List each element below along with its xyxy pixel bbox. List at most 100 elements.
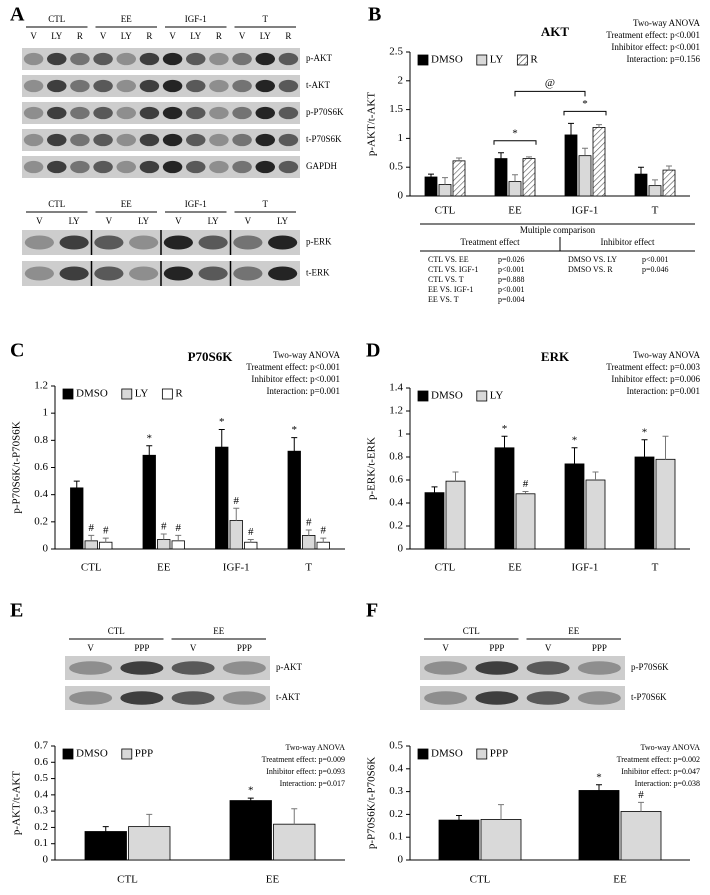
panel-letter: F (366, 600, 378, 622)
x-tick-label: EE (508, 205, 522, 217)
blot-band (163, 235, 193, 250)
y-tick-label: 1 (398, 132, 404, 144)
legend-swatch (417, 748, 429, 760)
significance-marker: * (572, 434, 578, 446)
blot-lane-label: V (239, 31, 246, 41)
panel-letter: C (10, 340, 24, 362)
blot-band (424, 661, 468, 675)
y-tick-label: 0.6 (389, 474, 403, 486)
significance-marker: # (161, 521, 167, 533)
annotation: Treatment effect: p=0.002 (617, 755, 700, 764)
blot-group-label: CTL (48, 14, 65, 24)
x-tick-label: CTL (435, 205, 456, 217)
blot-strip (22, 48, 300, 70)
annotation: Inhibitor effect: p<0.001 (611, 42, 700, 52)
blot-band (129, 266, 159, 281)
blot-lane-label: R (216, 31, 222, 41)
blot-lane-label: R (77, 31, 83, 41)
x-tick-label: IGF-1 (223, 562, 250, 574)
x-tick-label: EE (508, 562, 522, 574)
bar (142, 454, 156, 550)
blot-band (162, 160, 183, 174)
blot-lane-label: PPP (489, 643, 504, 653)
table-cell: p=0.888 (498, 275, 525, 284)
blot-band (116, 52, 136, 66)
blot-band (70, 106, 90, 120)
significance-marker: * (147, 432, 153, 444)
legend-label: DMSO (76, 388, 108, 400)
bar (128, 826, 171, 861)
blot-group-label: T (263, 199, 269, 209)
blot-band (23, 133, 44, 147)
table-cell: DMSO VS. R (568, 265, 613, 274)
bar (438, 184, 452, 197)
error-bar (291, 808, 298, 825)
bar (287, 450, 301, 550)
error-bar (568, 122, 574, 135)
y-tick-label: 0.1 (34, 837, 48, 849)
significance-marker: * (292, 424, 298, 436)
blot-lane-label: V (169, 31, 176, 41)
y-axis-label: p-AKT/t-AKT (11, 771, 23, 835)
bracket-marker: * (512, 127, 518, 139)
blot-lane-label: V (30, 31, 37, 41)
error-bar (592, 471, 599, 480)
y-tick-label: 0.4 (34, 788, 48, 800)
error-bar (498, 804, 504, 820)
error-bar (218, 428, 225, 448)
bar (578, 155, 592, 197)
blot-band (23, 79, 44, 93)
table-cell: EE VS. T (428, 295, 459, 304)
y-tick-label: 1.2 (34, 380, 48, 392)
bar (578, 790, 620, 861)
error-bar (175, 534, 182, 541)
blot-band (209, 52, 229, 66)
significance-marker: * (248, 785, 254, 797)
error-bar (666, 165, 672, 171)
error-bar (146, 813, 153, 827)
error-bar (102, 537, 109, 543)
error-bar (102, 826, 109, 832)
blot-band (139, 160, 160, 174)
blot-lane-label: V (175, 216, 182, 226)
blot-band (278, 52, 299, 66)
blot-band-label: t-AKT (276, 692, 300, 702)
y-tick-label: 0.3 (34, 805, 48, 817)
y-tick-label: 0.8 (34, 434, 48, 446)
legend-swatch (476, 390, 488, 402)
significance-marker: * (502, 423, 508, 435)
blot-band (120, 691, 164, 705)
error-bar (452, 471, 459, 482)
table-cell: CTL VS. EE (428, 255, 469, 264)
blot-band (162, 79, 183, 93)
blot-lane-label: R (285, 31, 291, 41)
blot-strip (420, 686, 625, 710)
y-tick-label: 0.7 (34, 740, 48, 752)
error-bar (522, 491, 529, 494)
blot-band (116, 133, 136, 147)
table-header: Inhibitor effect (600, 237, 655, 247)
blot-lane-label: V (190, 643, 197, 653)
blot-band (232, 133, 252, 147)
bar (585, 479, 606, 550)
blot-band (526, 661, 570, 675)
blot-lane-label: PPP (134, 643, 149, 653)
blot-band (232, 106, 252, 120)
blot-strip (22, 129, 300, 151)
table-cell: EE VS. IGF-1 (428, 285, 473, 294)
blot-band-label: p-AKT (306, 53, 332, 63)
blot-band (93, 79, 113, 93)
significance-marker: # (89, 522, 95, 534)
blot-lane-label: V (245, 216, 252, 226)
bar (215, 446, 229, 550)
annotation: Two-way ANOVA (640, 743, 700, 752)
y-tick-label: 0.4 (34, 488, 48, 500)
x-tick-label: EE (613, 874, 627, 886)
y-axis-label: p-ERK/t-ERK (366, 437, 378, 500)
bar (229, 520, 243, 550)
bar (515, 493, 536, 550)
y-tick-label: 0.1 (389, 831, 403, 843)
x-tick-label: IGF-1 (572, 562, 599, 574)
error-bar (512, 174, 518, 182)
blot-band (232, 160, 252, 174)
